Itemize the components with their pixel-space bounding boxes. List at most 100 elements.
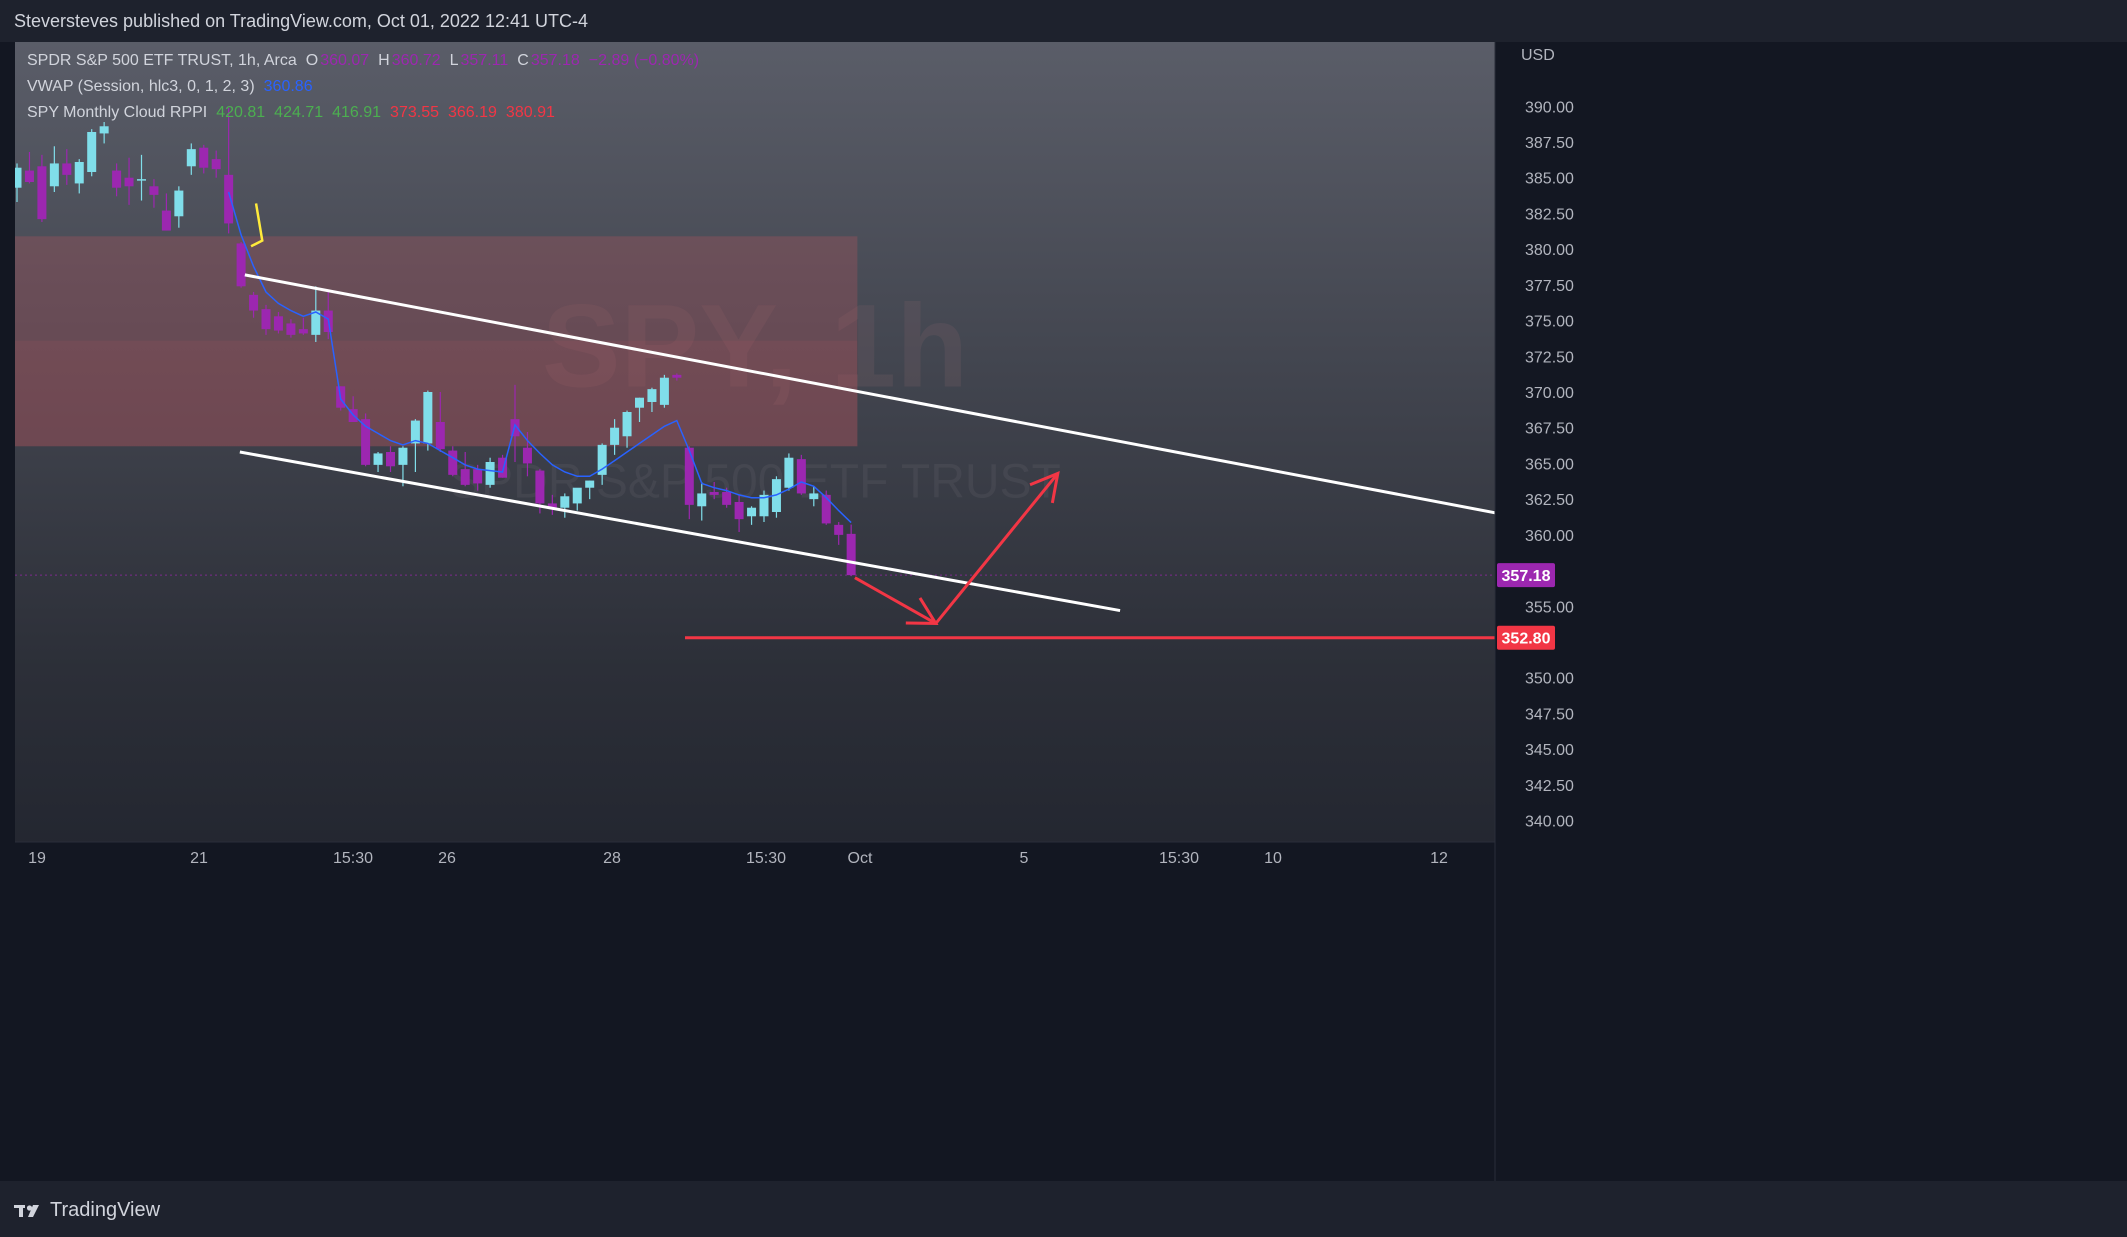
candle-up[interactable]	[373, 453, 383, 465]
axes[interactable]: USD 390.00 387.50 385.00 382.50 380.00 377.50 3…	[15, 42, 2110, 1181]
candle-up[interactable]	[747, 507, 757, 517]
candle-down[interactable]	[224, 174, 234, 224]
price-tick-label: 375.00	[1525, 314, 1574, 331]
candle-down[interactable]	[672, 374, 682, 378]
resistance-zones	[15, 236, 858, 447]
vwap-line	[227, 191, 852, 524]
legend-symbol: SPDR S&P 500 ETF TRUST, 1h, Arca	[27, 52, 297, 69]
legend-vwap-row[interactable]: VWAP (Session, hlc3, 0, 1, 2, 3) 360.86	[27, 78, 322, 96]
candle-up[interactable]	[398, 447, 408, 465]
candle-down[interactable]	[273, 316, 283, 331]
candle-up[interactable]	[99, 126, 109, 134]
candle-up[interactable]	[87, 132, 97, 172]
candle-up[interactable]	[659, 377, 669, 405]
candle-down[interactable]	[435, 422, 445, 450]
target-price-label: 352.80	[1502, 631, 1551, 648]
chart-frame[interactable]: SPY, 1h SPDR S&P 500 ETF TRUST USD 390.00 3…	[15, 42, 2110, 1181]
candle-down[interactable]	[24, 170, 34, 182]
candle-down[interactable]	[535, 470, 545, 504]
candle-up[interactable]	[572, 487, 582, 504]
legend-l-label: L	[449, 52, 459, 69]
candle-up[interactable]	[784, 457, 794, 488]
candle-down[interactable]	[62, 163, 72, 175]
candle-up[interactable]	[485, 462, 495, 485]
candle-up[interactable]	[610, 427, 620, 445]
tradingview-logo-icon	[14, 1204, 39, 1217]
candle-up[interactable]	[560, 496, 570, 508]
time-tick-label: 26	[438, 850, 456, 867]
current-price-label: 357.18	[1502, 568, 1551, 585]
drawings[interactable]	[239, 273, 1537, 625]
legend-h-label: H	[378, 52, 390, 69]
candle-down[interactable]	[112, 170, 122, 188]
footer-bar: TradingView	[0, 1181, 2127, 1237]
tradingview-logo[interactable]: TradingView	[14, 1199, 160, 1222]
arrow-down[interactable]	[854, 576, 937, 625]
current-price-label-bg	[1497, 563, 1555, 588]
candle-down[interactable]	[261, 309, 271, 330]
candle-down[interactable]	[460, 469, 470, 485]
candle-down[interactable]	[286, 323, 296, 335]
candle-down[interactable]	[796, 459, 806, 494]
candle-up[interactable]	[423, 392, 433, 444]
candle-up[interactable]	[74, 162, 84, 184]
arrow-up[interactable]	[934, 472, 1059, 625]
candle-down[interactable]	[709, 492, 719, 495]
candle-down[interactable]	[821, 494, 831, 524]
candle-down[interactable]	[249, 294, 259, 311]
candle-up[interactable]	[597, 444, 607, 475]
candle-up[interactable]	[49, 163, 59, 187]
candle-up[interactable]	[635, 397, 644, 408]
time-scale[interactable]	[15, 842, 1495, 1181]
candle-down[interactable]	[846, 533, 856, 576]
candle-up[interactable]	[311, 310, 321, 335]
candle-up[interactable]	[809, 493, 819, 500]
candle-up[interactable]	[585, 480, 595, 488]
signal-marker	[250, 203, 264, 248]
candle-up[interactable]	[647, 389, 657, 402]
channel-lower-line[interactable]	[239, 450, 1121, 613]
candle-down[interactable]	[211, 159, 221, 170]
price-lines	[15, 574, 1495, 640]
candle-down[interactable]	[547, 503, 557, 508]
candle-down[interactable]	[386, 452, 395, 467]
candle-down[interactable]	[124, 177, 134, 187]
legend-l-value: 357.11	[460, 52, 509, 69]
candle-down[interactable]	[448, 450, 458, 475]
candle-up[interactable]	[137, 179, 146, 181]
candle-up[interactable]	[15, 167, 22, 188]
candle-down[interactable]	[199, 147, 209, 168]
candle-up[interactable]	[697, 493, 707, 507]
candle-up[interactable]	[759, 494, 769, 517]
candle-down[interactable]	[161, 210, 171, 231]
price-tick-label: 360.00	[1525, 528, 1574, 545]
candle-down[interactable]	[361, 419, 371, 465]
candle-up[interactable]	[410, 420, 420, 444]
time-tick-label: 15:30	[1159, 850, 1199, 867]
candle-down[interactable]	[722, 492, 732, 505]
time-tick-label: 12	[1430, 850, 1448, 867]
legend-o-label: O	[305, 52, 319, 69]
legend-symbol-row[interactable]: SPDR S&P 500 ETF TRUST, 1h, Arca O 360.07 H…	[27, 52, 708, 70]
candle-down[interactable]	[684, 447, 694, 505]
candle-down[interactable]	[734, 502, 744, 520]
candle-down[interactable]	[522, 447, 532, 464]
price-tick-label: 345.00	[1525, 742, 1574, 759]
candle-down[interactable]	[498, 457, 508, 478]
candle-down[interactable]	[236, 243, 246, 287]
candle-down[interactable]	[834, 524, 844, 535]
candle-down[interactable]	[298, 329, 308, 334]
candle-down[interactable]	[37, 166, 47, 220]
channel-upper-line[interactable]	[244, 273, 1537, 523]
price-scale[interactable]	[1495, 42, 2110, 1181]
candle-up[interactable]	[622, 412, 632, 437]
candle-up[interactable]	[186, 149, 196, 167]
legend-cloud-row[interactable]: SPY Monthly Cloud RPPI 420.81 424.71 416.91…	[27, 104, 564, 122]
candle-up[interactable]	[174, 190, 184, 217]
time-tick-label: 15:30	[746, 850, 786, 867]
price-tick-label: 340.00	[1525, 814, 1574, 831]
candle-down[interactable]	[473, 469, 483, 484]
legend-cloud-value: 420.81	[216, 104, 266, 121]
candle-down[interactable]	[149, 186, 159, 195]
